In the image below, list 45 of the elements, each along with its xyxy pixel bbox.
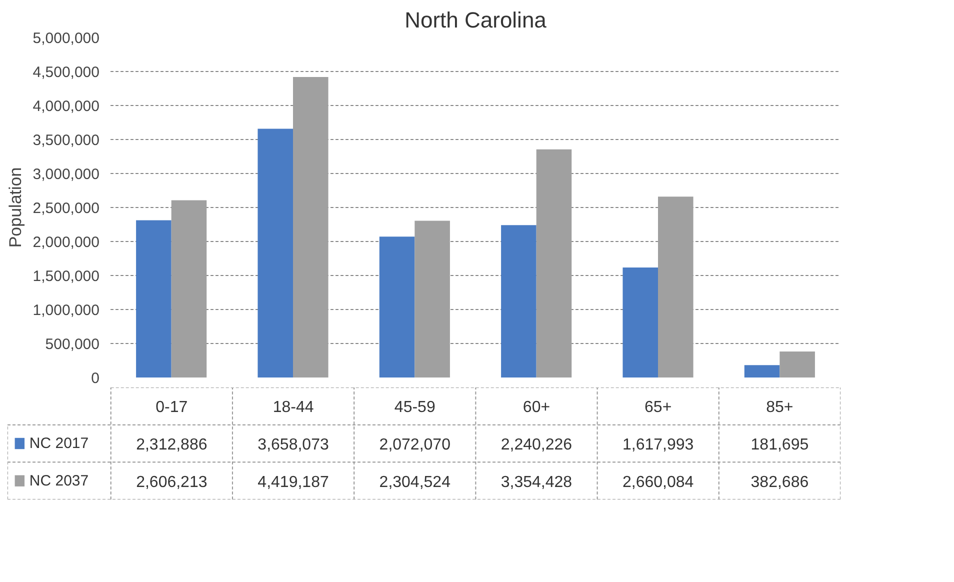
- text: 4,419,187: [258, 474, 329, 491]
- y-tick-label: 2,000,000: [32, 234, 100, 251]
- y-tick-label: 0: [91, 370, 100, 387]
- bar: [780, 351, 815, 378]
- y-tick-label: 1,500,000: [32, 268, 100, 285]
- bar: [379, 236, 415, 378]
- legend-label: NC 2037: [29, 472, 89, 490]
- text: 2,660,084: [622, 474, 694, 491]
- y-tick-label: 3,500,000: [32, 132, 100, 149]
- legend-label: NC 2017: [29, 435, 89, 452]
- text: 382,686: [750, 474, 809, 491]
- x-tick-label: 18-44: [272, 399, 314, 416]
- y-tick-label: 5,000,000: [32, 30, 100, 47]
- bar: [414, 220, 450, 378]
- text: 2,312,886: [136, 436, 208, 454]
- y-tick-label: 4,000,000: [32, 98, 100, 115]
- x-tick-label: 0-17: [156, 399, 188, 416]
- y-tick-label: 3,000,000: [32, 166, 100, 183]
- y-axis-title: Population: [6, 167, 25, 248]
- text: 2,240,226: [500, 436, 572, 454]
- x-tick-label: 60+: [522, 399, 550, 416]
- y-tick-label: 1,000,000: [32, 302, 100, 319]
- bar: [658, 196, 694, 378]
- x-tick-label: 85+: [766, 399, 794, 416]
- y-tick-label: 500,000: [45, 336, 100, 353]
- bar: [136, 220, 172, 378]
- text: 2,304,524: [379, 474, 450, 491]
- text: 181,695: [750, 436, 809, 454]
- text: 1,617,993: [622, 436, 694, 454]
- bar: [293, 76, 328, 378]
- bar: [622, 267, 658, 378]
- bar: [536, 149, 572, 378]
- bar: [258, 128, 293, 378]
- text: 3,354,428: [500, 474, 572, 491]
- text: 2,606,213: [136, 474, 208, 491]
- bar: [501, 225, 536, 378]
- bar: [171, 200, 207, 378]
- text: 3,658,073: [258, 436, 329, 454]
- bar: [744, 365, 780, 378]
- x-tick-label: 65+: [644, 399, 672, 416]
- x-tick-label: 45-59: [394, 399, 436, 416]
- y-tick-label: 2,500,000: [32, 200, 100, 217]
- text: 2,072,070: [379, 436, 450, 454]
- y-tick-label: 4,500,000: [32, 64, 100, 81]
- chart-title: North Carolina: [404, 8, 548, 32]
